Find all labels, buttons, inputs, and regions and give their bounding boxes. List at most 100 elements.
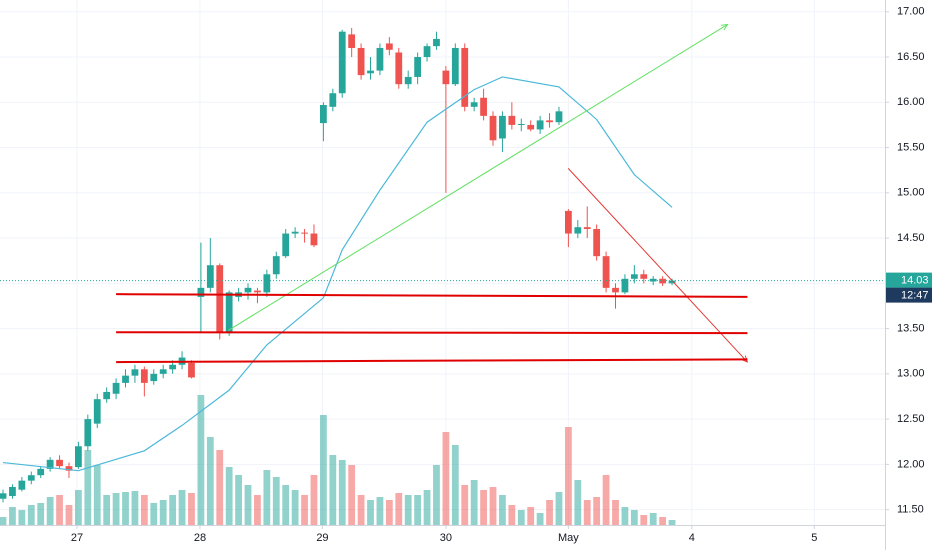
candle-body (46, 459, 54, 469)
volume-bar (376, 497, 384, 525)
horizontal-line (116, 331, 748, 335)
volume-bar (602, 475, 610, 525)
candle-body (122, 375, 129, 383)
candle-body (470, 102, 478, 107)
candle-body (659, 278, 667, 284)
volume-bar (385, 500, 393, 525)
volume-bar (442, 432, 450, 525)
candle-body (527, 124, 535, 130)
candle-body (225, 292, 233, 334)
volume-bar (46, 497, 54, 525)
candle-body (414, 57, 422, 77)
candle-body (461, 47, 469, 107)
candle-body (536, 120, 544, 130)
candle-body (150, 373, 158, 382)
candle-body (649, 278, 657, 282)
volume-bar (310, 475, 318, 525)
volume-bar (225, 467, 233, 525)
candle-body (27, 475, 35, 481)
candle-body (668, 280, 676, 284)
volume-bar (357, 495, 365, 525)
candle-body (508, 115, 516, 125)
y-tick-label: 15.00 (897, 187, 925, 199)
volume-bar (668, 520, 676, 525)
candle-body (376, 47, 384, 71)
candle-body (197, 287, 205, 297)
volume-bar (367, 500, 374, 525)
volume-bar (536, 513, 544, 525)
candle-body (272, 256, 280, 275)
y-tick-label: 15.50 (897, 141, 925, 153)
volume-bar (75, 490, 82, 525)
y-tick-label: 13.00 (897, 368, 925, 380)
volume-bar (131, 491, 139, 525)
volume-bar (140, 495, 148, 525)
volume-bar (395, 493, 403, 525)
candle-body (564, 210, 572, 234)
volume-bar (583, 500, 591, 525)
volume-bar (18, 510, 26, 525)
candle-body (621, 278, 629, 293)
candle-body (583, 227, 591, 230)
candle-body (140, 369, 148, 383)
candle-body (555, 111, 563, 123)
x-tick-label: 30 (440, 532, 452, 544)
volume-bar (404, 495, 412, 525)
volume-bar (546, 500, 553, 525)
volume-bar (423, 490, 431, 525)
volume-bar (574, 480, 582, 525)
candle-body (0, 493, 7, 499)
countdown-bg (886, 287, 932, 303)
volume-bar (301, 495, 308, 525)
trend-line (567, 168, 747, 362)
candle-body (310, 233, 318, 246)
candle-body (65, 466, 73, 471)
x-tick-label: May (558, 532, 579, 544)
candle-body (9, 486, 16, 497)
volume-bar (451, 445, 459, 525)
volume-bar (27, 505, 35, 525)
candle-body (320, 105, 327, 124)
volume-bar (348, 465, 356, 525)
candle-body (612, 287, 619, 293)
volume-bar (188, 493, 195, 525)
volume-bar (640, 515, 648, 525)
volume-bar (216, 450, 224, 525)
volume-bar (555, 492, 563, 525)
volume-bar (291, 490, 299, 525)
volume-bar (169, 495, 177, 525)
volume-bar (235, 475, 242, 525)
price-label-bg (886, 272, 932, 288)
volume-bar (517, 510, 525, 525)
x-tick-label: 4 (689, 532, 695, 544)
volume-bar (197, 395, 205, 525)
candle-body (433, 38, 440, 47)
volume-bar (56, 495, 63, 525)
candle-body (301, 232, 308, 234)
volume-bar (122, 492, 129, 525)
candle-body (640, 274, 648, 279)
volume-bar (244, 485, 252, 525)
candle-body (93, 399, 101, 424)
volume-bar (470, 480, 478, 525)
horizontal-line (116, 293, 748, 298)
candle-body (517, 124, 525, 126)
volume-bar (263, 470, 271, 525)
candle-body (630, 274, 638, 279)
candle-body (329, 93, 337, 107)
volume-bar (178, 490, 186, 525)
candle-body (489, 115, 497, 141)
volume-bar (320, 415, 327, 525)
volume-bar (150, 503, 158, 525)
x-tick-label: 29 (316, 532, 328, 544)
candle-body (282, 233, 290, 257)
candle-body (84, 419, 92, 447)
candle-body (159, 369, 167, 374)
y-tick-label: 12.00 (897, 458, 925, 470)
volume-bar (593, 497, 601, 525)
volume-bar (527, 507, 535, 525)
candle-body (499, 115, 506, 139)
candle-body (75, 446, 82, 468)
volume-bar (93, 465, 101, 525)
volume-bar (621, 507, 629, 525)
